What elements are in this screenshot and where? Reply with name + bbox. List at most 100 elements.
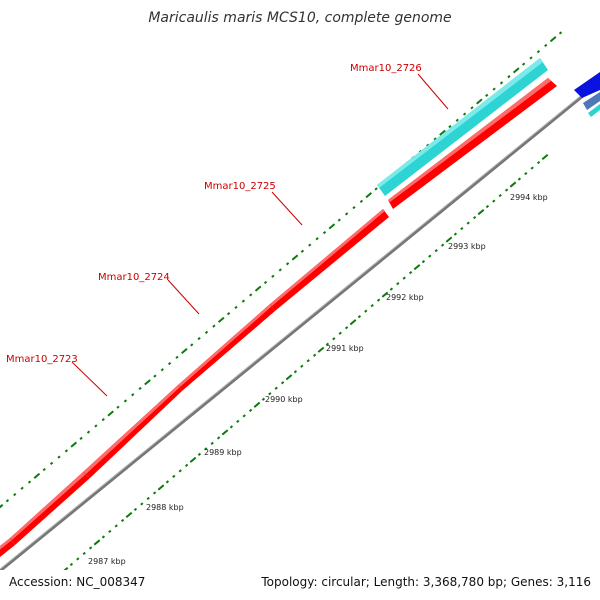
outer-track-tick	[144, 379, 151, 386]
inner-track-tick	[317, 346, 325, 353]
inner-track-tick	[349, 319, 357, 326]
outer-track-tick	[485, 93, 489, 97]
inner-track-tick	[101, 535, 106, 539]
inner-track-tick	[509, 181, 517, 188]
inner-track-tick	[460, 226, 464, 231]
inner-track-tick	[492, 199, 496, 203]
scale-label-2992: 2992 kbp	[386, 293, 424, 302]
outer-track-tick	[20, 486, 24, 490]
outer-track-tick	[308, 243, 312, 247]
inner-track-tick	[253, 401, 261, 408]
inner-track-tick	[524, 171, 528, 176]
inner-track-tick	[402, 276, 406, 280]
gene-steelblue-partial[interactable]	[583, 92, 600, 110]
inner-track-tick	[157, 484, 165, 491]
outer-track-tick	[123, 399, 128, 403]
inner-track-tick	[381, 291, 389, 298]
inner-track-tick	[396, 282, 400, 286]
inner-track-tick	[370, 304, 374, 308]
outer-track-tick	[190, 343, 194, 347]
inner-track-tick	[108, 529, 112, 534]
outer-track-tick	[470, 106, 474, 110]
outer-track-tick	[197, 336, 201, 341]
gene-mmar10-2726-region[interactable]	[388, 78, 557, 209]
outer-track-tick	[567, 26, 569, 28]
outer-track-tick	[344, 212, 349, 216]
outer-track-tick	[153, 374, 157, 378]
inner-track-tick	[504, 188, 509, 192]
inner-track-tick	[221, 429, 229, 436]
inner-track-tick	[344, 326, 349, 330]
scale-label-2991: 2991 kbp	[326, 344, 364, 353]
outer-track-tick	[558, 31, 563, 35]
gene-label-mmar10-2725[interactable]: Mmar10_2725	[204, 181, 276, 192]
inner-track-tick	[274, 386, 278, 390]
outer-track-tick	[291, 254, 299, 261]
inner-track-tick	[434, 249, 438, 253]
gene-mmar10-2726[interactable]	[377, 58, 548, 196]
outer-track-tick	[217, 316, 225, 323]
inner-track-tick	[82, 551, 86, 556]
inner-track-tick	[210, 441, 214, 445]
scale-label-2987: 2987 kbp	[88, 557, 126, 566]
inner-track-tick	[466, 221, 470, 225]
scale-label-2994: 2994 kbp	[510, 193, 548, 202]
scale-label-2988: 2988 kbp	[146, 503, 184, 512]
gene-mmar10-2723[interactable]	[10, 472, 90, 545]
inner-track-tick	[172, 474, 176, 478]
gene-segment-0[interactable]	[0, 538, 15, 577]
genome-summary-text: Topology: circular; Length: 3,368,780 bp…	[261, 575, 591, 589]
gene-mmar10-2724-b[interactable]	[178, 304, 275, 391]
backbone-highlight	[0, 79, 600, 570]
gene-label-mmar10-2726[interactable]: Mmar10_2726	[350, 63, 422, 74]
inner-track-tick	[453, 232, 458, 236]
inner-track-tick	[376, 298, 381, 302]
inner-track-tick	[88, 546, 93, 550]
outer-track-tick	[131, 393, 135, 397]
outer-track-tick	[254, 285, 262, 292]
inner-track-tick	[332, 337, 336, 341]
inner-track-tick	[248, 408, 253, 412]
outer-track-tick	[204, 330, 209, 334]
outer-track-tick	[549, 36, 557, 43]
outer-track-tick	[241, 299, 246, 303]
outer-track-tick	[359, 199, 364, 203]
outer-track-tick	[536, 50, 541, 54]
gene-cyan-partial[interactable]	[588, 104, 600, 117]
outer-track-tick	[94, 424, 98, 428]
inner-track-tick	[120, 518, 125, 523]
outer-tick-track	[0, 26, 569, 509]
scale-label-2990: 2990 kbp	[265, 395, 303, 404]
outer-track-tick	[138, 386, 142, 391]
inner-track-tick	[236, 419, 240, 423]
inner-track-tick	[146, 496, 150, 501]
inner-track-tick	[216, 436, 221, 440]
gene-mmar10-2724-a[interactable]	[83, 385, 182, 478]
gene-mmar10-2725[interactable]	[270, 209, 389, 311]
inner-track-tick	[498, 193, 502, 198]
gene-blue-partial[interactable]	[574, 72, 600, 98]
outer-track-tick	[57, 455, 61, 459]
gene-label-mmar10-2723[interactable]: Mmar10_2723	[6, 354, 78, 365]
outer-track-tick	[0, 503, 4, 509]
inner-track-tick	[485, 204, 490, 209]
inner-track-tick	[338, 331, 342, 335]
inner-track-tick	[306, 359, 310, 363]
inner-track-tick	[325, 342, 330, 346]
inner-track-tick	[69, 562, 74, 567]
outer-track-tick	[529, 56, 533, 60]
inner-track-tick	[178, 469, 182, 473]
inner-track-tick	[184, 463, 189, 467]
outer-track-tick	[426, 143, 430, 147]
outer-track-tick	[271, 274, 275, 278]
inner-track-tick	[140, 502, 144, 506]
inner-track-tick	[204, 447, 208, 451]
inner-track-tick	[421, 260, 426, 264]
inner-track-tick	[517, 177, 522, 181]
outer-track-tick	[86, 430, 91, 434]
gene-label-mmar10-2724[interactable]: Mmar10_2724	[98, 272, 170, 283]
outer-track-tick	[455, 118, 459, 122]
inner-track-tick	[285, 374, 293, 381]
outer-track-tick	[365, 192, 373, 199]
